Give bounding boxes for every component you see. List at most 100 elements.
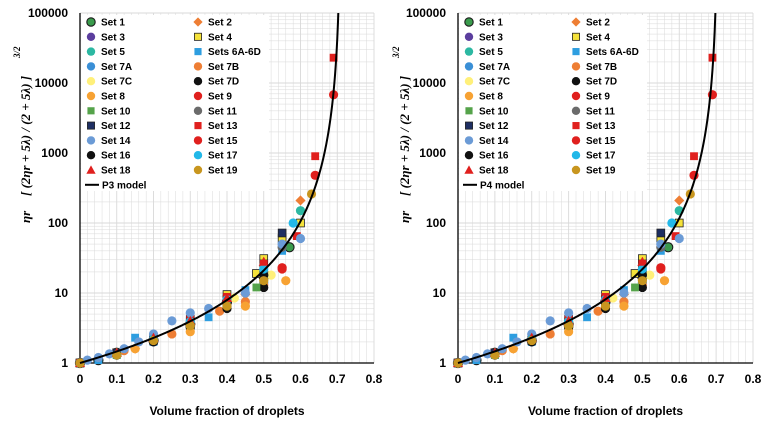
- legend-label: Set 10: [479, 106, 509, 117]
- x-tick-label: 0.2: [523, 372, 540, 386]
- legend-marker-set-2: [193, 17, 203, 27]
- legend-label: Set 16: [101, 151, 131, 162]
- data-point-set-7d: [259, 282, 269, 293]
- y-axis-label-bracket: [ (2ηr + 5λ) / (2 + 5λ) ]: [397, 76, 412, 196]
- data-point-set-7b: [215, 306, 225, 316]
- y-tick-label: 10000: [35, 76, 69, 90]
- data-point-set-19: [637, 276, 647, 286]
- x-tick-label: 0.1: [108, 372, 125, 386]
- data-point-set-17: [288, 218, 298, 228]
- legend-marker-set-3: [464, 32, 474, 41]
- data-point-set-7b: [593, 306, 603, 316]
- data-point-set-13: [311, 152, 320, 161]
- data-point-set-7c: [645, 270, 655, 280]
- legend-label: Set 1: [101, 18, 125, 29]
- legend-label: Set 9: [586, 92, 610, 103]
- legend-marker-sets-6a-6d: [194, 48, 202, 56]
- data-point-sets-6a-6d: [204, 313, 213, 322]
- data-point-set-14: [185, 308, 195, 318]
- legend-marker-set-7b: [193, 62, 203, 71]
- data-point-set-2: [674, 195, 685, 206]
- data-point-set-19: [600, 301, 611, 311]
- legend-marker-set-19: [193, 165, 203, 175]
- legend-marker-set-9: [571, 91, 581, 101]
- legend-label: Sets 6A-6D: [586, 47, 639, 58]
- data-point-set-17: [667, 218, 677, 228]
- model-curve: [79, 12, 340, 364]
- data-point-set-8: [240, 301, 250, 311]
- legend-label: Set 9: [208, 92, 232, 103]
- y-axis-label-bracket: [ (2ηr + 5λ) / (2 + 5λ) ]: [18, 76, 33, 196]
- data-point-set-14: [674, 233, 684, 244]
- legend-marker-set-16: [464, 151, 474, 160]
- y-tick-label: 100000: [406, 6, 446, 20]
- data-point-set-19: [222, 301, 232, 311]
- data-point-set-8: [659, 276, 670, 286]
- data-points: [452, 53, 718, 369]
- legend-marker-set-1: [86, 17, 96, 27]
- legend-label: Set 8: [479, 92, 503, 103]
- data-point-sets-6a-6d: [583, 313, 591, 322]
- legend-marker-set-9: [193, 91, 203, 101]
- legend: Set 1 Set 2 Set 3 Set 4 Set 5 Sets 6A-6D Set 7…: [81, 15, 269, 191]
- legend-marker-set-3: [86, 32, 96, 41]
- legend-marker-set-7c: [464, 77, 474, 86]
- model-curve: [457, 12, 717, 364]
- legend-label: Set 11: [208, 106, 237, 117]
- y-tick-label: 10: [433, 286, 447, 300]
- legend-label: Set 14: [101, 136, 131, 147]
- x-tick-label: 0.8: [745, 372, 762, 386]
- legend-label: Set 7A: [101, 62, 132, 73]
- data-point-set-2: [295, 195, 306, 206]
- legend-marker-set-1: [464, 17, 474, 27]
- data-point-set-18: [637, 256, 648, 266]
- x-tick-label: 0.7: [708, 372, 725, 386]
- legend-label: Set 7C: [101, 77, 132, 88]
- legend-marker-set-5: [464, 47, 474, 56]
- y-tick-label: 100000: [28, 6, 68, 20]
- data-points: [74, 53, 339, 369]
- data-point-set-14: [545, 316, 555, 326]
- legend-marker-set-18: [86, 165, 96, 174]
- x-tick-label: 0.2: [145, 372, 162, 386]
- data-point-set-10: [631, 283, 639, 292]
- x-tick-label: 0.8: [366, 372, 383, 386]
- legend-marker-set-7b: [571, 62, 581, 71]
- legend-marker-set-7d: [193, 77, 203, 86]
- data-point-set-13: [329, 53, 338, 62]
- data-point-set-18: [221, 292, 233, 302]
- legend-marker-set-17: [571, 151, 581, 160]
- y-tick-label: 1: [61, 356, 68, 370]
- legend-marker-set-7a: [86, 62, 96, 71]
- data-point-set-15: [277, 263, 287, 273]
- legend-marker-sets-6a-6d: [572, 48, 580, 56]
- y-axis-label-eta: ηr: [397, 210, 412, 223]
- legend-marker-set-14: [464, 136, 474, 145]
- y-tick-label: 100: [426, 216, 446, 230]
- legend-model-label: P3 model: [102, 180, 147, 191]
- legend-label: Set 15: [586, 136, 616, 147]
- legend-label: Set 5: [479, 47, 503, 58]
- data-point-set-12: [277, 228, 287, 238]
- legend-label: Set 7C: [479, 77, 510, 88]
- legend-label: Sets 6A-6D: [208, 47, 261, 58]
- legend-label: Set 19: [586, 166, 616, 177]
- data-point-set-5: [295, 206, 306, 216]
- legend-label: Set 13: [586, 121, 616, 132]
- legend-marker-set-17: [193, 151, 203, 160]
- legend-marker-set-8: [86, 91, 96, 101]
- legend-label: Set 5: [101, 47, 125, 58]
- legend-label: Set 3: [479, 32, 503, 43]
- legend-label: Set 14: [479, 136, 509, 147]
- y-tick-label: 1000: [419, 146, 446, 160]
- legend-label: Set 17: [586, 151, 616, 162]
- legend-background: [459, 15, 647, 191]
- x-tick-label: 0.6: [292, 372, 309, 386]
- legend-marker-set-16: [86, 151, 96, 160]
- legend-label: Set 3: [101, 32, 125, 43]
- y-tick-label: 1: [439, 356, 446, 370]
- legend-label: Set 18: [479, 166, 509, 177]
- data-point-set-7d: [637, 282, 647, 293]
- x-tick-label: 0.7: [329, 372, 346, 386]
- legend-marker-set-8: [464, 91, 474, 101]
